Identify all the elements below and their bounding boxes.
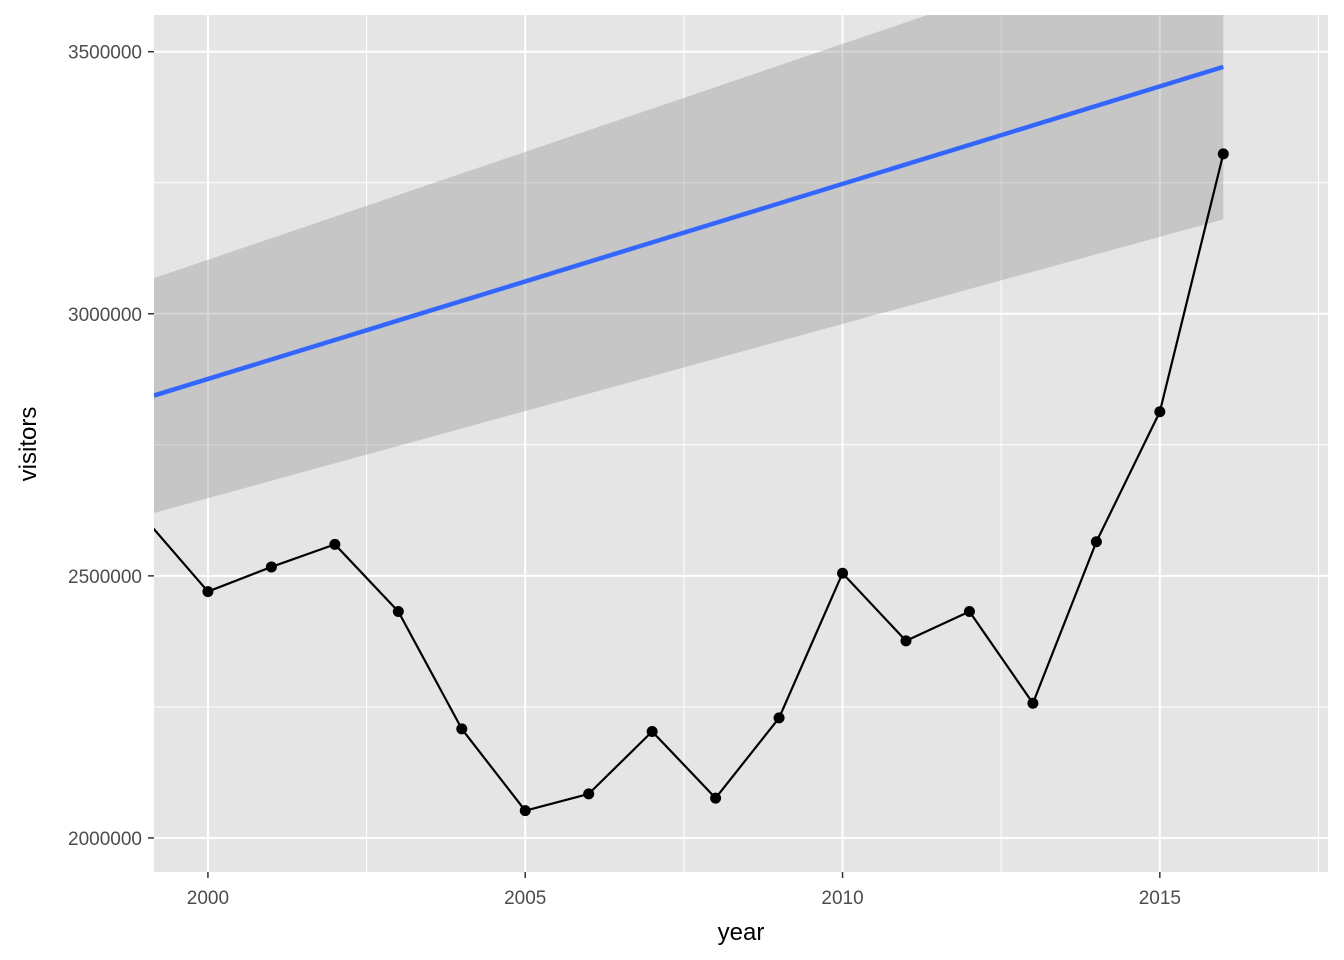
x-tick-label: 2015 (1139, 888, 1181, 909)
data-point (519, 805, 531, 817)
data-point (963, 605, 975, 617)
y-tick-label: 2000000 (68, 829, 142, 850)
x-tick-label: 2010 (821, 888, 863, 909)
data-point (329, 538, 341, 550)
data-point (583, 788, 595, 800)
y-axis-title: visitors (15, 407, 42, 482)
y-tick-label: 3500000 (68, 43, 142, 64)
x-tick-label: 2000 (187, 888, 229, 909)
x-axis-title: year (718, 919, 765, 946)
minor-grid (154, 15, 1328, 872)
y-tick-label: 2500000 (68, 567, 142, 588)
plot-panel (154, 15, 1328, 872)
data-point (773, 712, 785, 724)
data-point (1027, 697, 1039, 709)
series-line (154, 153, 1225, 812)
y-tick-label: 3000000 (68, 305, 142, 326)
data-point (1090, 536, 1102, 548)
data-point (265, 561, 277, 573)
major-grid (154, 15, 1328, 872)
data-point (710, 792, 722, 804)
x-axis: 2000 2005 2010 2015 (187, 872, 1181, 909)
confidence-band (154, 15, 1224, 513)
x-tick-label: 2005 (504, 888, 546, 909)
data-point (456, 723, 468, 735)
data-point (202, 586, 214, 598)
trend-line-layer (154, 64, 1224, 398)
confidence-ribbon (154, 15, 1224, 513)
data-point (1217, 148, 1229, 160)
data-point (900, 635, 912, 647)
trend-line (154, 64, 1224, 398)
data-point (392, 605, 404, 617)
data-point (646, 726, 658, 738)
data-point (837, 567, 849, 579)
visitors-series (154, 153, 1225, 812)
data-point (1154, 406, 1166, 418)
y-axis: 2000000 2500000 3000000 3500000 (68, 43, 154, 850)
visitors-points (202, 148, 1229, 817)
